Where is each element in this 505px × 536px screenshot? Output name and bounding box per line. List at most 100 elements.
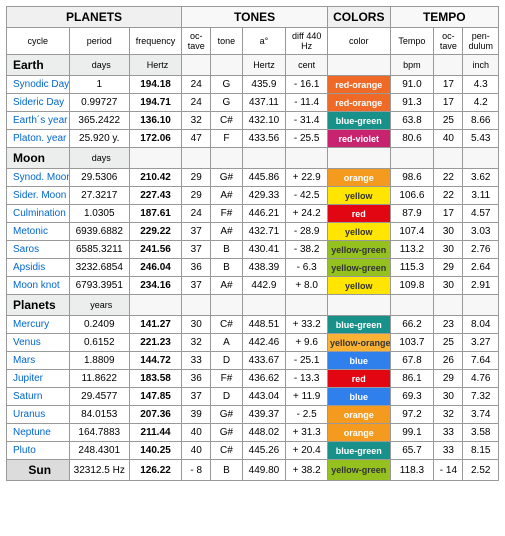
section-unit: years xyxy=(69,295,129,316)
pendulum: 2.76 xyxy=(463,241,499,259)
data-row: Sider. Moon27.3217227.4329A#429.33- 42.5… xyxy=(7,187,499,205)
diff: - 13.3 xyxy=(286,370,328,388)
color: yellow-green xyxy=(328,460,391,481)
tempo: 69.3 xyxy=(390,388,434,406)
data-row: Neptune164.7883211.4440G#448.02+ 31.3ora… xyxy=(7,424,499,442)
tone: C# xyxy=(211,316,242,334)
data-row: Apsidis3232.6854246.0436B438.39- 6.3yell… xyxy=(7,259,499,277)
frequency: 211.44 xyxy=(129,424,181,442)
pendulum: 8.15 xyxy=(463,442,499,460)
pendulum: 7.64 xyxy=(463,352,499,370)
top-header-row: PLANETS TONES COLORS TEMPO xyxy=(7,7,499,28)
subhead-0: cycle xyxy=(7,28,70,55)
a0: 445.26 xyxy=(242,442,286,460)
diff: + 31.3 xyxy=(286,424,328,442)
header-tempo: TEMPO xyxy=(390,7,498,28)
period: 0.99727 xyxy=(69,94,129,112)
cell xyxy=(211,148,242,169)
row-name: Sider. Moon xyxy=(7,187,70,205)
pendulum: 3.11 xyxy=(463,187,499,205)
cell xyxy=(211,295,242,316)
octave: 30 xyxy=(182,316,211,334)
pendulum: 3.74 xyxy=(463,406,499,424)
row-name: Platon. year xyxy=(7,130,70,148)
frequency: 194.71 xyxy=(129,94,181,112)
row-name: Neptune xyxy=(7,424,70,442)
tone: A xyxy=(211,334,242,352)
subhead-8: Tempo xyxy=(390,28,434,55)
subhead-9: oc-tave xyxy=(434,28,463,55)
row-name: Mercury xyxy=(7,316,70,334)
cell xyxy=(242,148,286,169)
diff: + 22.9 xyxy=(286,169,328,187)
frequency: 183.58 xyxy=(129,370,181,388)
row-name: Saturn xyxy=(7,388,70,406)
a0: 432.71 xyxy=(242,223,286,241)
data-row: Saturn29.4577147.8537D443.04+ 11.9blue69… xyxy=(7,388,499,406)
octave: 39 xyxy=(182,406,211,424)
octave2: 30 xyxy=(434,241,463,259)
a0: 433.56 xyxy=(242,130,286,148)
octave: 24 xyxy=(182,94,211,112)
section-title: Planets xyxy=(7,295,70,316)
tempo: 97.2 xyxy=(390,406,434,424)
header-colors: COLORS xyxy=(328,7,391,28)
tempo: 63.8 xyxy=(390,112,434,130)
color: yellow-green xyxy=(328,241,391,259)
tone: F# xyxy=(211,370,242,388)
tone: F xyxy=(211,130,242,148)
octave2: 30 xyxy=(434,277,463,295)
color: red xyxy=(328,370,391,388)
tempo: 107.4 xyxy=(390,223,434,241)
tone: A# xyxy=(211,277,242,295)
period: 6585.3211 xyxy=(69,241,129,259)
cell xyxy=(182,55,211,76)
tempo: 80.6 xyxy=(390,130,434,148)
frequency: 136.10 xyxy=(129,112,181,130)
frequency: 194.18 xyxy=(129,76,181,94)
frequency: 126.22 xyxy=(129,460,181,481)
cell xyxy=(328,148,391,169)
tempo: 98.6 xyxy=(390,169,434,187)
diff: + 11.9 xyxy=(286,388,328,406)
frequency: 140.25 xyxy=(129,442,181,460)
octave: 47 xyxy=(182,130,211,148)
tone: F# xyxy=(211,205,242,223)
octave: 37 xyxy=(182,223,211,241)
period: 84.0153 xyxy=(69,406,129,424)
octave2: 33 xyxy=(434,442,463,460)
cell xyxy=(242,295,286,316)
color: yellow xyxy=(328,277,391,295)
tempo: 106.6 xyxy=(390,187,434,205)
a0: 446.21 xyxy=(242,205,286,223)
diff: + 20.4 xyxy=(286,442,328,460)
octave2: 22 xyxy=(434,169,463,187)
diff: + 8.0 xyxy=(286,277,328,295)
octave2: - 14 xyxy=(434,460,463,481)
octave2: 22 xyxy=(434,187,463,205)
frequency: 144.72 xyxy=(129,352,181,370)
diff: - 25.1 xyxy=(286,352,328,370)
row-name: Jupiter xyxy=(7,370,70,388)
diff: + 9.6 xyxy=(286,334,328,352)
row-name: Synodic Day xyxy=(7,76,70,94)
data-row: Synod. Moon29.5306210.4229G#445.86+ 22.9… xyxy=(7,169,499,187)
row-name: Culmination xyxy=(7,205,70,223)
color: yellow-orange xyxy=(328,334,391,352)
diff: - 38.2 xyxy=(286,241,328,259)
octave2: 32 xyxy=(434,406,463,424)
color: red xyxy=(328,205,391,223)
period: 29.5306 xyxy=(69,169,129,187)
period: 1.8809 xyxy=(69,352,129,370)
octave: 36 xyxy=(182,370,211,388)
color: yellow xyxy=(328,187,391,205)
color: blue-green xyxy=(328,112,391,130)
pendulum: 8.04 xyxy=(463,316,499,334)
octave2: 17 xyxy=(434,94,463,112)
tempo: 118.3 xyxy=(390,460,434,481)
octave2: 23 xyxy=(434,316,463,334)
tone: C# xyxy=(211,112,242,130)
tone: B xyxy=(211,460,242,481)
pendulum: 5.43 xyxy=(463,130,499,148)
a0: 448.51 xyxy=(242,316,286,334)
